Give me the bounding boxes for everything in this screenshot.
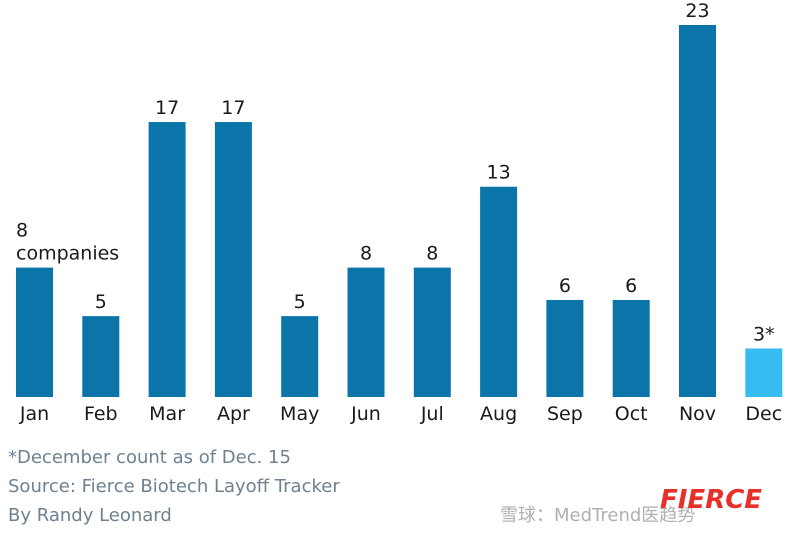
value-label: 8 <box>426 243 438 265</box>
bar <box>214 122 252 397</box>
bar <box>612 299 650 397</box>
value-label: 8 companies <box>16 220 119 265</box>
bar <box>546 299 584 397</box>
value-label: 23 <box>685 0 709 22</box>
bar <box>679 25 716 397</box>
value-label: 13 <box>487 162 511 184</box>
x-tick-label: Apr <box>217 403 250 425</box>
bar <box>148 122 186 397</box>
note: By Randy Leonard <box>8 505 172 526</box>
bar <box>413 267 451 397</box>
x-tick-label: Jul <box>420 403 444 425</box>
x-tick-label: Jan <box>19 403 49 425</box>
value-label: 6 <box>559 275 571 297</box>
watermark: 雪球：MedTrend医趋势 <box>500 505 695 526</box>
x-tick-label: Feb <box>84 403 118 425</box>
bar <box>347 267 385 397</box>
value-label: 8 <box>360 243 372 265</box>
bar <box>281 316 319 397</box>
x-tick-label: Mar <box>149 403 185 425</box>
bar <box>82 316 120 397</box>
x-tick-label: Nov <box>679 403 716 425</box>
x-tick-label: May <box>280 403 319 425</box>
bar <box>745 348 783 397</box>
bar <box>16 267 53 397</box>
value-label: 6 <box>625 275 637 297</box>
x-tick-label: Aug <box>480 403 517 425</box>
value-label: 17 <box>221 97 245 119</box>
bar <box>480 186 518 397</box>
value-label: 3* <box>753 323 775 345</box>
x-tick-label: Jun <box>350 403 381 425</box>
value-label: 17 <box>155 97 179 119</box>
value-label: 5 <box>95 291 107 313</box>
logo: FIERCE <box>660 485 762 515</box>
x-tick-label: Dec <box>745 403 782 425</box>
value-label: 5 <box>294 291 306 313</box>
note: Source: Fierce Biotech Layoff Tracker <box>8 476 340 497</box>
note: *December count as of Dec. 15 <box>8 447 291 468</box>
x-tick-label: Oct <box>615 403 648 425</box>
x-tick-label: Sep <box>547 403 583 425</box>
